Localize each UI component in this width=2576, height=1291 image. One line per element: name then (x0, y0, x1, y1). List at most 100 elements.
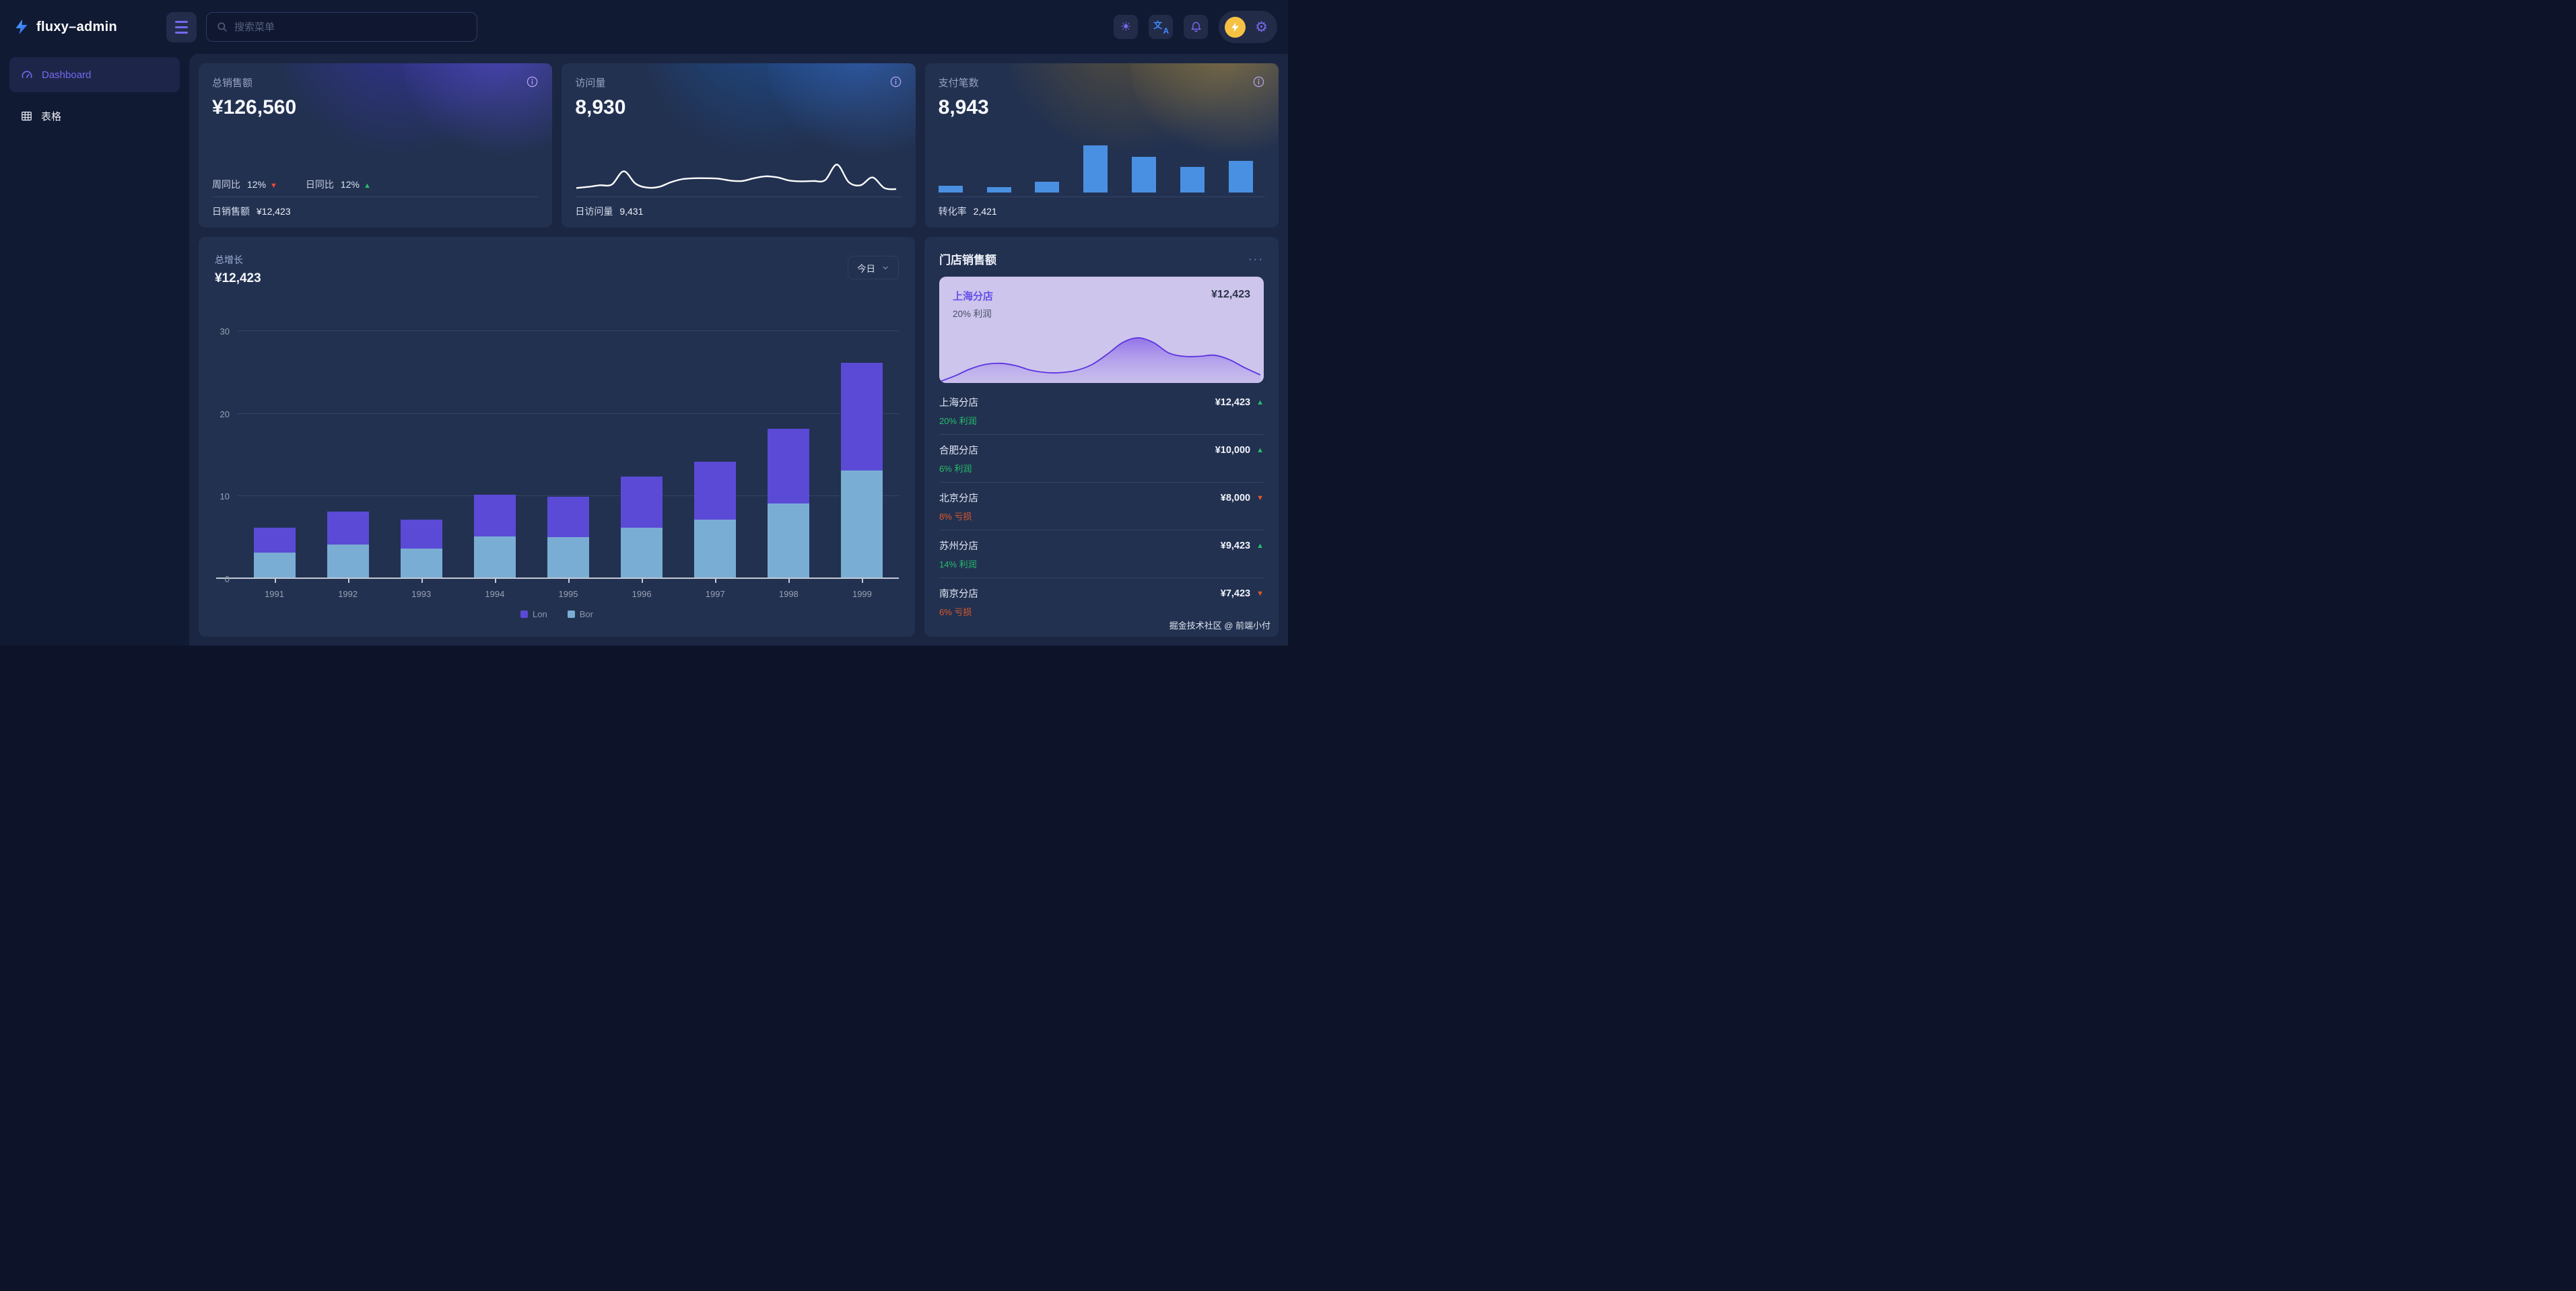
store-row[interactable]: 苏州分店 ¥9,423 ▲ 14% 利润 (939, 530, 1264, 578)
card-footer-label: 日销售额 (212, 206, 250, 217)
info-button[interactable] (526, 75, 539, 88)
card-title: 总销售额 (212, 77, 253, 89)
store-area-chart (939, 325, 1260, 383)
y-tick-label: 20 (219, 409, 230, 419)
store-row[interactable]: 合肥分店 ¥10,000 ▲ 6% 利润 (939, 435, 1264, 483)
gridline (238, 495, 899, 497)
card-value: 8,943 (938, 96, 989, 118)
trend-up-icon: ▲ (1256, 446, 1264, 454)
sidebar-item-dashboard[interactable]: Dashboard (9, 57, 180, 92)
x-tick-label: 1992 (338, 589, 358, 599)
brand: fluxy–admin (13, 19, 166, 35)
ellipsis-icon: ··· (1248, 252, 1264, 265)
sidebar: Dashboard 表格 (0, 54, 189, 646)
x-tick-label: 1995 (558, 589, 578, 599)
trend-down-icon: ▼ (270, 182, 277, 190)
legend-swatch (567, 610, 575, 618)
bar-segment-lon (768, 429, 810, 503)
store-row-sub: 14% 利润 (939, 559, 977, 569)
legend-label: Bor (579, 609, 593, 619)
x-axis-tick (347, 579, 349, 583)
info-icon (1253, 76, 1264, 88)
search-input[interactable] (234, 21, 467, 33)
trend-up-icon: ▲ (1256, 398, 1264, 407)
growth-plot: 0 10 20 30 1991 1992 1993 1994 1995 1996 1997 1998 1… (216, 326, 899, 599)
mini-bar (1228, 160, 1253, 193)
info-button[interactable] (1252, 75, 1265, 88)
metric-day: 日同比 12% ▲ (305, 179, 371, 190)
dashboard-icon (22, 71, 32, 78)
info-button[interactable] (889, 75, 902, 88)
bar-segment-bor (547, 536, 589, 578)
stat-row: 总销售额 ¥126,560 周同比 12% ▼ (199, 63, 1279, 228)
store-row[interactable]: 北京分店 ¥8,000 ▼ 8% 亏损 (939, 483, 1264, 530)
store-highlight-sub: 20% 利润 (953, 309, 992, 319)
x-axis-tick (568, 579, 570, 583)
x-axis-tick (715, 579, 717, 583)
x-tick-label: 1996 (632, 589, 652, 599)
bar-segment-bor (841, 470, 883, 578)
bar-segment-lon (621, 477, 663, 528)
store-highlight[interactable]: 上海分店 ¥12,423 20% 利润 (939, 277, 1264, 383)
range-select-button[interactable]: 今日 (848, 256, 899, 279)
card-footer-label: 日访问量 (575, 206, 613, 217)
user-pill[interactable]: ⚙ (1219, 11, 1277, 43)
card-title: 支付笔数 (938, 77, 979, 89)
theme-toggle-button[interactable]: ☀ (1114, 15, 1139, 39)
card-value: ¥126,560 (212, 96, 297, 118)
mini-bar (1132, 156, 1157, 193)
main-row: 总增长 ¥12,423 今日 0 10 20 30 1991 1992 1993 1994 19… (199, 237, 1279, 637)
payments-bars (938, 143, 1253, 193)
brand-title: fluxy–admin (36, 19, 117, 34)
store-rows: 上海分店 ¥12,423 ▲ 20% 利润合肥分店 ¥10,000 ▲ 6% 利润北京分店 ¥… (939, 387, 1264, 625)
menu-toggle-button[interactable] (166, 11, 197, 42)
store-highlight-value: ¥12,423 (1211, 289, 1250, 300)
gridline (238, 413, 899, 414)
x-axis-tick (274, 579, 276, 583)
store-row-name: 苏州分店 (939, 541, 978, 552)
legend-item-lon[interactable]: Lon (520, 609, 547, 619)
store-row[interactable]: 南京分店 ¥7,423 ▼ 6% 亏损 (939, 578, 1264, 625)
x-axis-tick (494, 579, 496, 583)
notifications-button[interactable] (1184, 15, 1209, 39)
stat-card-payments: 支付笔数 8,943 转化率 2,421 (924, 63, 1279, 228)
topbar: fluxy–admin ☀ 文 A (0, 0, 1288, 54)
sidebar-item-label: 表格 (41, 110, 62, 123)
store-row-value: ¥10,000 (1215, 444, 1251, 456)
store-row-name: 北京分店 (939, 493, 978, 504)
language-button[interactable]: 文 A (1149, 15, 1174, 39)
topbar-actions: ☀ 文 A ⚙ (1114, 11, 1277, 43)
avatar-bolt-icon (1231, 22, 1239, 32)
content: 总销售额 ¥126,560 周同比 12% ▼ (189, 54, 1288, 646)
sidebar-item-table[interactable]: 表格 (9, 98, 180, 133)
store-row-value: ¥7,423 (1220, 588, 1251, 599)
store-row[interactable]: 上海分店 ¥12,423 ▲ 20% 利润 (939, 387, 1264, 435)
y-tick-label: 30 (219, 326, 230, 337)
x-axis-tick (642, 579, 644, 583)
store-row-sub: 6% 利润 (939, 464, 972, 474)
mini-bar (938, 186, 963, 193)
store-row-name: 合肥分店 (939, 446, 978, 456)
legend-swatch (520, 610, 529, 618)
search-box[interactable] (206, 12, 477, 42)
x-tick-label: 1998 (778, 589, 799, 599)
trend-down-icon: ▼ (1256, 589, 1264, 598)
mini-bar (986, 186, 1011, 193)
store-menu-button[interactable]: ··· (1248, 253, 1264, 265)
trend-up-icon: ▲ (1256, 541, 1264, 550)
range-label: 今日 (857, 263, 875, 274)
growth-amount: ¥12,423 (215, 271, 261, 285)
legend-item-bor[interactable]: Bor (567, 609, 593, 619)
visits-sparkline (576, 155, 896, 194)
mini-bar (1083, 145, 1108, 193)
stat-card-visits: 访问量 8,930 (562, 63, 916, 228)
store-highlight-name: 上海分店 (953, 291, 994, 302)
store-row-value: ¥8,000 (1220, 492, 1251, 503)
bar-segment-lon (253, 528, 296, 553)
x-axis-tick (421, 579, 423, 583)
bar-segment-bor (768, 503, 810, 578)
bar-segment-bor (694, 520, 737, 578)
y-tick-label: 0 (224, 574, 230, 584)
card-footer-value: ¥12,423 (257, 206, 291, 217)
mini-bar (1180, 167, 1205, 193)
